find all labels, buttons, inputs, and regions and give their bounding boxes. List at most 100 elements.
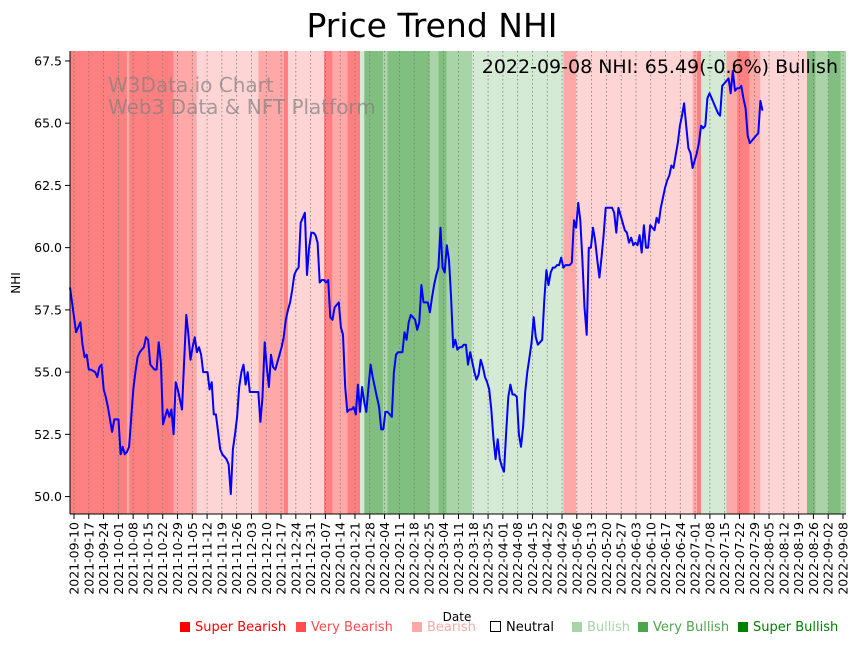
x-tick-label: 2022-02-18	[407, 522, 422, 595]
x-tick-label: 2022-04-15	[525, 522, 540, 595]
x-tick-label: 2021-09-10	[67, 522, 82, 595]
x-tick-label: 2022-02-04	[377, 522, 392, 595]
sentiment-band-very-bearish-bg	[726, 51, 738, 514]
sentiment-band-super-bearish-bg	[347, 51, 360, 514]
y-tick-label: 60.0	[34, 240, 62, 255]
legend-swatch-icon	[638, 622, 648, 632]
x-tick-label: 2021-11-19	[214, 522, 229, 595]
y-tick-label: 57.5	[34, 302, 62, 317]
y-tick-label: 55.0	[34, 365, 62, 380]
sentiment-band-bullish-bg	[840, 51, 846, 514]
y-tick-label: 50.0	[34, 489, 62, 504]
x-tick-label: 2021-12-31	[303, 522, 318, 595]
x-tick-label: 2022-09-08	[836, 522, 851, 595]
sentiment-band-super-bearish-bg	[696, 51, 702, 514]
sentiment-band-very-bearish-bg	[332, 51, 348, 514]
x-tick-label: 2022-04-08	[510, 522, 525, 595]
y-tick-label: 52.5	[34, 427, 62, 442]
x-tick-label: 2022-07-15	[717, 522, 732, 595]
x-tick-label: 2021-12-17	[274, 522, 289, 595]
sentiment-band-very-bullish-bg	[438, 51, 447, 514]
x-tick-label: 2022-08-12	[776, 522, 791, 595]
legend-item-super-bullish: Super Bullish	[738, 620, 838, 635]
x-tick-label: 2021-09-24	[96, 522, 111, 595]
x-tick-label: 2021-12-03	[244, 522, 259, 595]
legend-item-bearish: Bearish	[412, 620, 476, 635]
y-axis-ticks: 50.0 52.5 55.0 57.5 60.0 62.5 65.0 67.5	[34, 53, 70, 504]
sentiment-bands	[70, 51, 846, 514]
sentiment-band-very-bearish-bg	[126, 51, 130, 514]
x-tick-label: 2021-10-29	[170, 522, 185, 595]
legend-item-neutral: Neutral	[490, 620, 554, 635]
legend-item-very-bearish: Very Bearish	[296, 620, 393, 635]
sentiment-band-super-bearish-bg	[129, 51, 174, 514]
x-tick-label: 2022-05-27	[614, 522, 629, 595]
legend-item-bullish: Bullish	[572, 620, 630, 635]
x-tick-label: 2022-09-02	[821, 522, 836, 595]
watermark-line-2: Web3 Data & NFT Platform	[108, 95, 376, 119]
sentiment-band-light-bullish-bg	[701, 51, 727, 514]
x-tick-label: 2022-08-05	[762, 522, 777, 595]
x-tick-label: 2022-03-04	[436, 522, 451, 595]
sentiment-band-bullish-bg	[815, 51, 829, 514]
x-tick-label: 2022-03-18	[466, 522, 481, 595]
legend-label: Super Bullish	[753, 620, 839, 635]
x-tick-label: 2022-03-25	[481, 522, 496, 595]
legend-label: Super Bearish	[195, 620, 287, 635]
x-tick-label: 2022-01-28	[362, 522, 377, 595]
x-tick-label: 2022-06-03	[628, 522, 643, 595]
x-tick-label: 2021-11-05	[185, 522, 200, 595]
sentiment-band-very-bullish-bg	[387, 51, 430, 514]
x-tick-label: 2021-10-15	[140, 522, 155, 595]
y-tick-label: 62.5	[34, 178, 62, 193]
y-axis-label: NHI	[9, 272, 23, 294]
y-tick-label: 67.5	[34, 53, 62, 68]
sentiment-band-bearish-bg	[576, 51, 693, 514]
x-tick-label: 2021-10-22	[155, 522, 170, 595]
x-tick-label: 2021-12-24	[288, 522, 303, 595]
x-axis-ticks: 2021-09-10 2021-09-17 2021-09-24 2021-10-01…	[67, 514, 851, 595]
y-tick-label: 65.0	[34, 116, 62, 131]
sentiment-band-very-bearish-bg	[692, 51, 697, 514]
chart-title: Price Trend NHI	[306, 6, 557, 45]
legend-swatch-icon	[180, 622, 190, 632]
sentiment-band-bullish-bg	[383, 51, 388, 514]
sentiment-band-super-bearish-bg	[737, 51, 750, 514]
x-tick-label: 2022-02-11	[392, 522, 407, 595]
sentiment-band-very-bearish-bg	[258, 51, 284, 514]
watermark-line-1: W3Data.io Chart	[108, 73, 274, 97]
legend-swatch-icon	[296, 622, 306, 632]
x-tick-label: 2022-06-17	[658, 522, 673, 595]
sentiment-band-super-bearish-bg	[70, 51, 127, 514]
legend-label: Neutral	[506, 620, 554, 635]
x-tick-label: 2022-07-22	[732, 522, 747, 595]
x-tick-label: 2022-05-06	[569, 522, 584, 595]
sentiment-band-very-bullish-bg	[828, 51, 841, 514]
x-tick-label: 2022-06-10	[643, 522, 658, 595]
legend-swatch-icon	[412, 622, 422, 632]
x-tick-label: 2022-04-01	[495, 522, 510, 595]
x-tick-label: 2022-07-01	[688, 522, 703, 595]
sentiment-band-very-bullish-bg	[806, 51, 816, 514]
x-tick-label: 2022-01-14	[333, 522, 348, 595]
x-tick-label: 2022-07-29	[747, 522, 762, 595]
x-tick-label: 2021-10-01	[111, 522, 126, 595]
x-tick-label: 2022-05-13	[584, 522, 599, 595]
price-line-series	[69, 69, 764, 496]
x-tick-label: 2022-08-19	[791, 522, 806, 595]
legend-item-super-bearish: Super Bearish	[180, 620, 286, 635]
x-tick-label: 2022-08-26	[806, 522, 821, 595]
x-grid-lines	[73, 51, 844, 514]
x-tick-label: 2022-06-24	[673, 522, 688, 595]
legend-label: Bearish	[427, 620, 476, 635]
legend-label: Very Bearish	[311, 620, 393, 635]
x-tick-label: 2021-10-08	[126, 522, 141, 595]
legend-swatch-icon	[572, 622, 582, 632]
legend-swatch-icon	[490, 621, 501, 632]
sentiment-band-neutral-bg	[359, 51, 365, 514]
latest-price-annotation: 2022-09-08 NHI: 65.49(-0.6%) Bullish	[482, 56, 838, 78]
sentiment-band-bearish-bg	[196, 51, 259, 514]
x-tick-label: 2022-02-25	[421, 522, 436, 595]
legend-label: Bullish	[587, 620, 631, 635]
